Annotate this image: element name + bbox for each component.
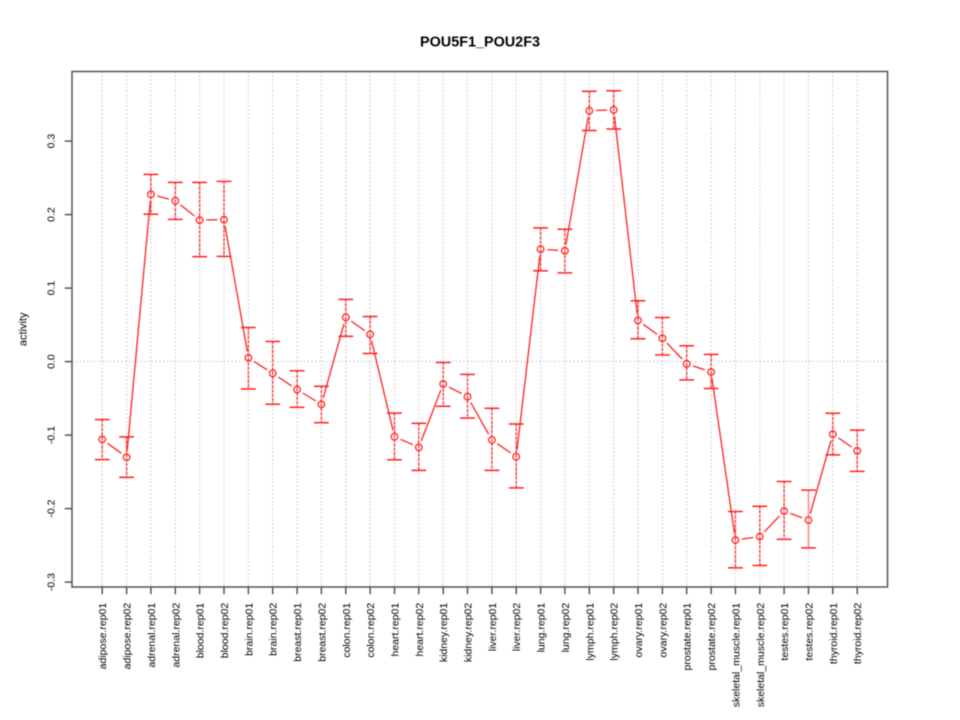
- svg-text:colon.rep01: colon.rep01: [341, 603, 353, 658]
- svg-text:lung.rep01: lung.rep01: [536, 603, 548, 653]
- svg-text:brain.rep02: brain.rep02: [268, 603, 280, 656]
- svg-text:0.2: 0.2: [46, 207, 58, 222]
- svg-text:adrenal.rep02: adrenal.rep02: [170, 603, 182, 668]
- svg-text:thyroid.rep02: thyroid.rep02: [852, 603, 864, 664]
- svg-text:skeletal_muscle.rep02: skeletal_muscle.rep02: [755, 603, 767, 708]
- svg-text:testes.rep02: testes.rep02: [804, 603, 816, 661]
- svg-text:activity: activity: [18, 312, 30, 346]
- svg-text:lymph.rep02: lymph.rep02: [609, 603, 621, 661]
- svg-text:adipose.rep02: adipose.rep02: [122, 603, 134, 670]
- svg-text:heart.rep02: heart.rep02: [414, 603, 426, 657]
- svg-text:brain.rep01: brain.rep01: [243, 603, 255, 656]
- svg-text:lymph.rep01: lymph.rep01: [584, 603, 596, 661]
- svg-text:colon.rep02: colon.rep02: [365, 603, 377, 658]
- svg-text:blood.rep02: blood.rep02: [219, 603, 231, 659]
- svg-text:blood.rep01: blood.rep01: [195, 603, 207, 659]
- svg-text:kidney.rep02: kidney.rep02: [463, 603, 475, 663]
- svg-text:testes.rep01: testes.rep01: [779, 603, 791, 661]
- svg-text:POU5F1_POU2F3: POU5F1_POU2F3: [420, 34, 540, 50]
- svg-text:-0.2: -0.2: [46, 499, 58, 517]
- svg-text:ovary.rep01: ovary.rep01: [633, 603, 645, 658]
- svg-text:thyroid.rep01: thyroid.rep01: [828, 603, 840, 664]
- svg-text:breast.rep01: breast.rep01: [292, 603, 304, 662]
- svg-text:-0.3: -0.3: [46, 573, 58, 591]
- svg-text:heart.rep01: heart.rep01: [390, 603, 402, 657]
- svg-text:liver.rep01: liver.rep01: [487, 603, 499, 652]
- svg-text:lung.rep02: lung.rep02: [560, 603, 572, 653]
- svg-text:0.1: 0.1: [46, 281, 58, 296]
- svg-text:adipose.rep01: adipose.rep01: [97, 603, 109, 670]
- svg-text:-0.1: -0.1: [46, 426, 58, 444]
- svg-text:ovary.rep02: ovary.rep02: [657, 603, 669, 658]
- svg-text:0.0: 0.0: [46, 354, 58, 369]
- svg-text:kidney.rep01: kidney.rep01: [438, 603, 450, 663]
- svg-text:skeletal_muscle.rep01: skeletal_muscle.rep01: [730, 603, 742, 708]
- svg-text:prostate.rep01: prostate.rep01: [682, 603, 694, 671]
- svg-text:breast.rep02: breast.rep02: [316, 603, 328, 662]
- svg-text:liver.rep02: liver.rep02: [511, 603, 523, 652]
- svg-text:prostate.rep02: prostate.rep02: [706, 603, 718, 671]
- svg-text:0.3: 0.3: [46, 134, 58, 149]
- svg-text:adrenal.rep01: adrenal.rep01: [146, 603, 158, 668]
